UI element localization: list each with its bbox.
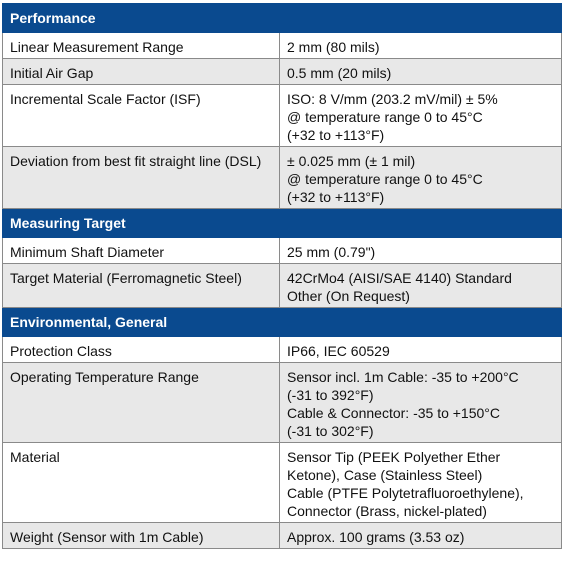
spec-row: Incremental Scale Factor (ISF) ISO: 8 V/m… bbox=[2, 84, 562, 147]
section-title: Environmental, General bbox=[2, 307, 562, 337]
spec-row: Protection Class IP66, IEC 60529 bbox=[2, 336, 562, 363]
spec-label: Operating Temperature Range bbox=[2, 362, 280, 443]
spec-label: Deviation from best fit straight line (D… bbox=[2, 146, 280, 209]
spec-table-container: Performance Linear Measurement Range 2 mm … bbox=[2, 3, 562, 549]
spec-value: 2 mm (80 mils) bbox=[279, 32, 562, 59]
spec-value: IP66, IEC 60529 bbox=[279, 336, 562, 363]
spec-value: Sensor incl. 1m Cable: -35 to +200°C (-3… bbox=[279, 362, 562, 443]
spec-value: 0.5 mm (20 mils) bbox=[279, 58, 562, 85]
spec-label: Material bbox=[2, 442, 280, 523]
spec-table-body: Performance Linear Measurement Range 2 mm … bbox=[2, 3, 562, 549]
spec-label: Protection Class bbox=[2, 336, 280, 363]
spec-label: Incremental Scale Factor (ISF) bbox=[2, 84, 280, 147]
spec-row: Weight (Sensor with 1m Cable) Approx. 100… bbox=[2, 522, 562, 549]
spec-value: ± 0.025 mm (± 1 mil) @ temperature range… bbox=[279, 146, 562, 209]
spec-label: Minimum Shaft Diameter bbox=[2, 237, 280, 264]
spec-table: Performance Linear Measurement Range 2 mm … bbox=[2, 3, 562, 549]
spec-label: Linear Measurement Range bbox=[2, 32, 280, 59]
spec-label: Weight (Sensor with 1m Cable) bbox=[2, 522, 280, 549]
spec-row: Initial Air Gap 0.5 mm (20 mils) bbox=[2, 58, 562, 85]
section-header: Performance bbox=[2, 3, 562, 33]
section-title: Measuring Target bbox=[2, 208, 562, 238]
spec-label: Initial Air Gap bbox=[2, 58, 280, 85]
spec-value: ISO: 8 V/mm (203.2 mV/mil) ± 5% @ temper… bbox=[279, 84, 562, 147]
spec-value: Sensor Tip (PEEK Polyether Ether Ketone)… bbox=[279, 442, 562, 523]
section-header: Measuring Target bbox=[2, 208, 562, 238]
spec-label: Target Material (Ferromagnetic Steel) bbox=[2, 263, 280, 308]
spec-row: Material Sensor Tip (PEEK Polyether Ether… bbox=[2, 442, 562, 523]
spec-value: 42CrMo4 (AISI/SAE 4140) Standard Other (… bbox=[279, 263, 562, 308]
section-header: Environmental, General bbox=[2, 307, 562, 337]
spec-row: Target Material (Ferromagnetic Steel) 42C… bbox=[2, 263, 562, 308]
spec-value: 25 mm (0.79") bbox=[279, 237, 562, 264]
spec-row: Minimum Shaft Diameter 25 mm (0.79") bbox=[2, 237, 562, 264]
spec-row: Linear Measurement Range 2 mm (80 mils) bbox=[2, 32, 562, 59]
section-title: Performance bbox=[2, 3, 562, 33]
spec-row: Deviation from best fit straight line (D… bbox=[2, 146, 562, 209]
spec-value: Approx. 100 grams (3.53 oz) bbox=[279, 522, 562, 549]
spec-row: Operating Temperature Range Sensor incl. … bbox=[2, 362, 562, 443]
